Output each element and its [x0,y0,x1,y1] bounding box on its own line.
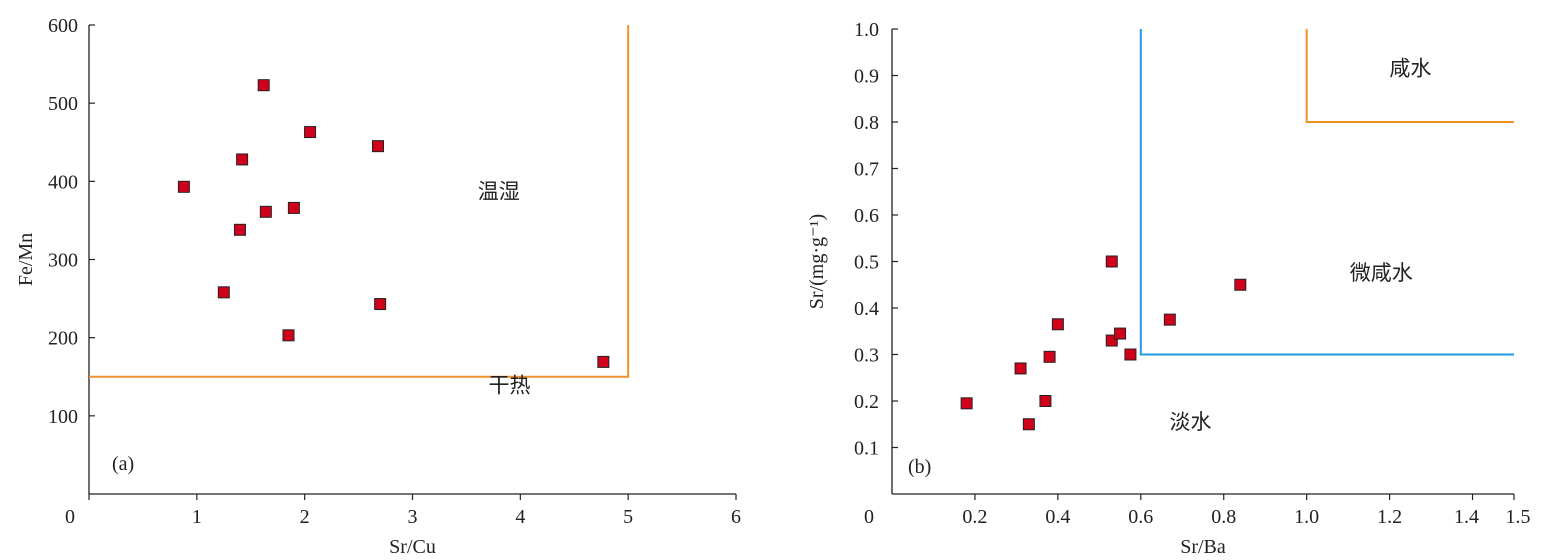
x-tick-label: 1.0 [1294,506,1319,528]
data-point [287,201,300,214]
data-point [236,153,249,166]
region-boundary-line [89,25,630,378]
panel-label: (b) [908,456,931,478]
x-tick-label: 0 [65,506,75,528]
data-point [1124,348,1137,361]
x-axis-label: Sr/Cu [389,536,436,558]
data-point [1051,318,1064,331]
y-tick-label: 500 [48,93,78,115]
x-tick-label: 1.4 [1454,506,1479,528]
y-tick-label: 100 [48,406,78,428]
y-tick-label: 600 [48,15,78,37]
data-point [1105,255,1118,268]
data-point [960,397,973,410]
y-tick-label: 400 [48,171,78,193]
region-label: 微咸水 [1350,261,1413,285]
region-label: 温湿 [478,180,520,204]
y-tick-label: 0.5 [854,252,879,274]
y-tick-label: 0.6 [854,205,879,227]
x-tick-label: 0.6 [1128,506,1153,528]
data-point [304,126,317,139]
y-axis-label: Sr/(mg·g⁻¹) [806,214,828,309]
y-tick-label: 0.2 [854,391,879,413]
y-tick-label: 0.8 [854,112,879,134]
data-point [1105,334,1118,347]
panel-label: (a) [112,453,134,475]
region-boundary-line [1305,29,1514,123]
y-axis-label: Fe/Mn [15,233,37,286]
x-axis-label: Sr/Ba [1180,536,1226,558]
x-tick-label: 1 [192,506,202,528]
data-point [374,298,387,311]
data-point [282,329,295,342]
x-tick-label: 1.2 [1377,506,1402,528]
data-point [177,180,190,193]
x-tick-label: 5 [623,506,633,528]
data-point [597,355,610,368]
data-point [259,205,272,218]
data-point [1022,418,1035,431]
region-boundary-line [1139,29,1514,356]
region-label: 干热 [489,373,531,397]
y-tick-label: 0.3 [854,345,879,367]
x-tick-label: 1.5 [1506,506,1531,528]
y-tick-label: 0.9 [854,66,879,88]
x-tick-label: 4 [515,506,525,528]
data-point [233,223,246,236]
data-point [1234,278,1247,291]
y-tick-label: 1.0 [854,19,879,41]
y-tick-label: 300 [48,250,78,272]
data-point [1039,395,1052,407]
x-tick-label: 3 [408,506,418,528]
x-tick-label: 6 [731,506,741,528]
y-tick-label: 0.4 [854,298,879,320]
x-origin-label: 0 [864,506,874,528]
data-point [1114,327,1127,340]
data-point [1014,362,1027,375]
data-point [1163,313,1176,326]
y-tick-label: 0.1 [854,438,879,460]
data-point [217,286,230,299]
chart-panel-b: 0 0.2 0.4 0.6 0.8 1.0 1.2 1.4 1.5 0.1 0.2 0.3 0.4 0.5… [806,19,1531,558]
x-tick-label: 0.4 [1045,506,1070,528]
x-tick-label: 2 [300,506,310,528]
y-tick-label: 0.7 [854,159,879,181]
data-point [1043,350,1056,363]
data-point [257,79,270,92]
x-tick-label: 0.8 [1211,506,1236,528]
x-tick-label: 0.2 [962,506,987,528]
region-label: 咸水 [1389,57,1431,81]
y-tick-label: 200 [48,328,78,350]
region-label: 淡水 [1170,410,1212,434]
data-point [371,140,384,153]
